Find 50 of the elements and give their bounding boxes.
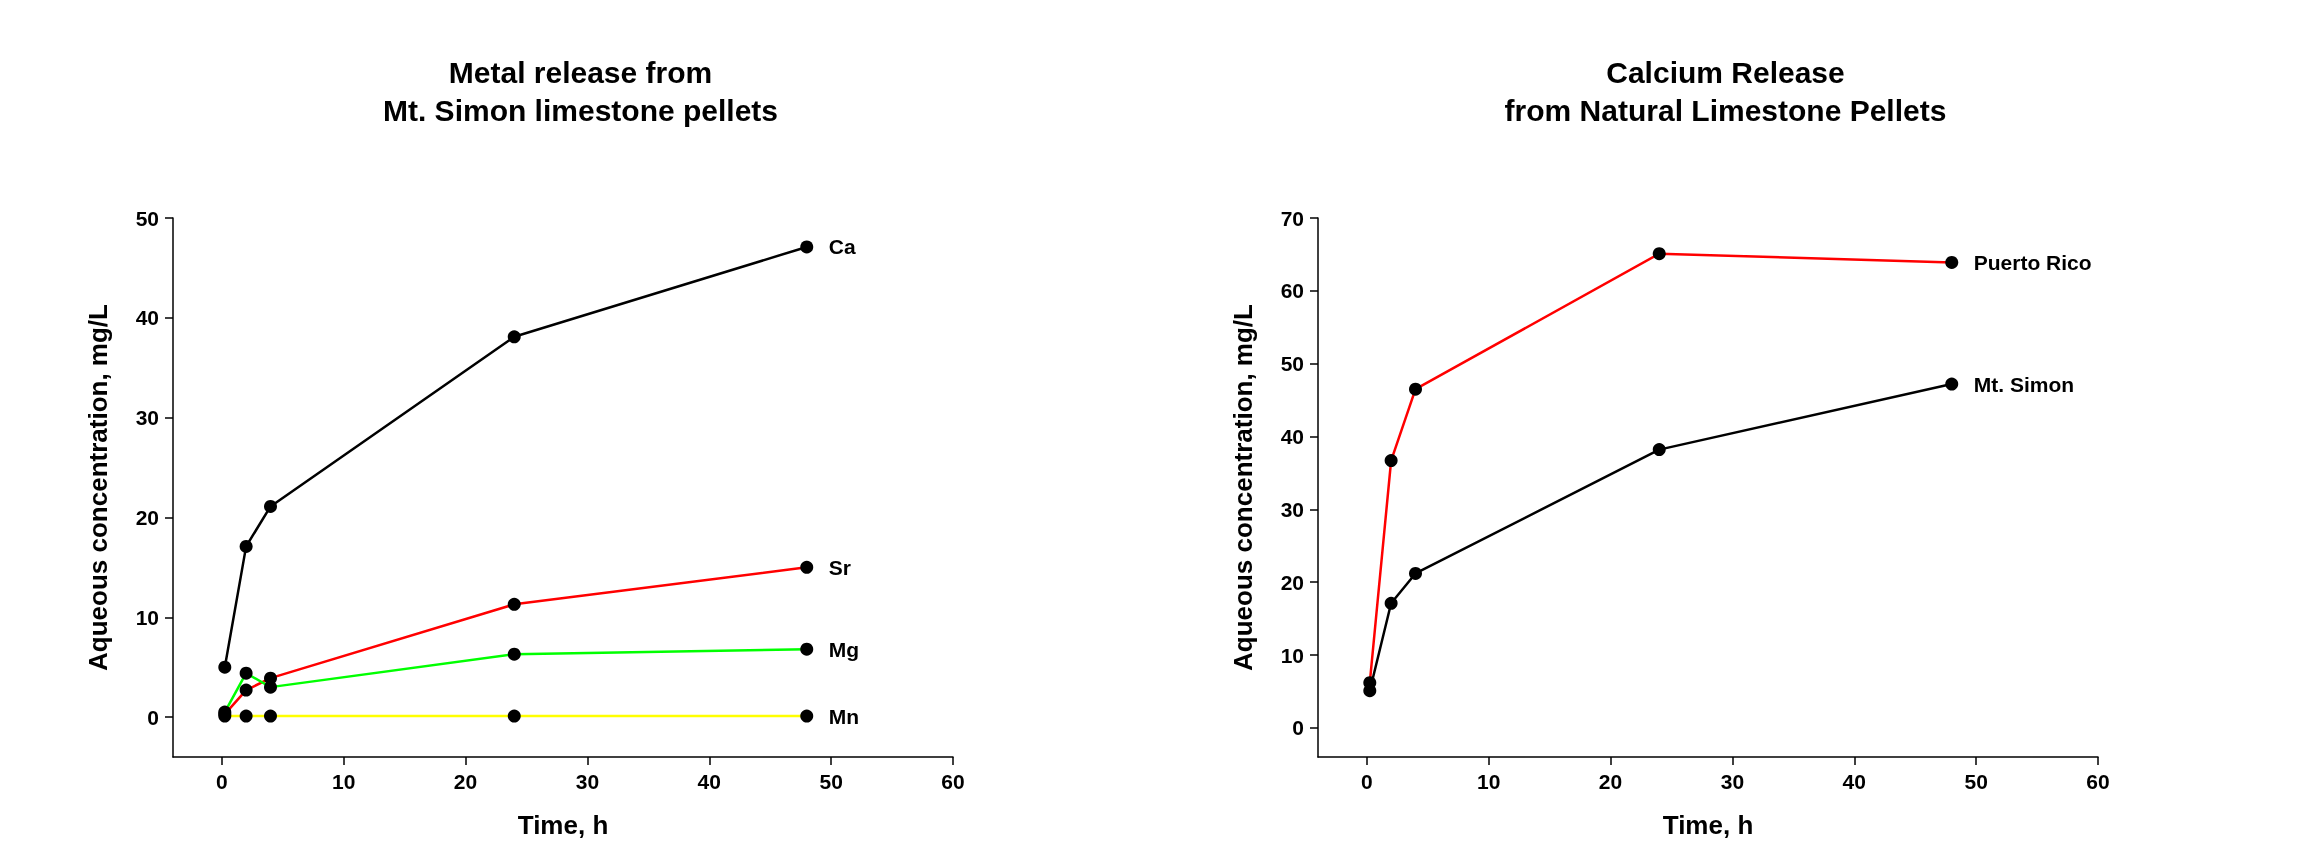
x-tick-label: 10 [1476,770,1501,793]
point [1363,684,1377,698]
y-tick-label: 60 [1280,279,1304,303]
series-label: Puerto Rico [1973,250,2092,274]
y-tick-label: 0 [1292,716,1304,740]
point [1945,377,1959,391]
point [800,240,814,254]
series-label: Ca [828,235,856,259]
chart-title: Calcium Release from Natural Limestone Pellets [1504,55,1947,127]
x-axis-title: Time, h [517,810,609,840]
y-tick-label: 0 [147,705,159,729]
y-axis-title: Aqueous concentration, mg/L [83,303,113,671]
x-tick-label: 40 [1842,770,1866,793]
chart-title: Metal release from Mt. Simon limestone pellets [382,55,779,127]
x-tick-label: 30 [575,770,600,793]
x-tick-label: 60 [2086,770,2110,793]
y-axis-title: Aqueous concentration, mg/L [1228,303,1258,671]
point [218,660,232,674]
x-tick-label: 60 [941,770,965,793]
point [239,539,253,553]
point [1409,566,1422,580]
y-tick-label: 40 [1280,425,1304,449]
series-label: Sr [828,555,851,579]
y-tick-label: 10 [1280,643,1304,667]
x-tick-label: 20 [453,770,478,793]
y-tick-label: 30 [1280,497,1304,521]
point [1652,443,1666,457]
series-label: Mt. Simon [1973,372,2075,396]
x-axis-title: Time, h [1662,810,1754,840]
x-tick-label: 0 [1360,770,1373,793]
y-tick-label: 50 [1280,352,1304,376]
series-label: Mg [828,637,860,661]
point [507,330,521,344]
x-tick-label: 50 [1964,770,1988,793]
point [1384,596,1398,610]
y-tick-label: 20 [135,505,159,529]
y-tick-label: 20 [1280,570,1304,594]
point [264,499,277,513]
y-tick-label: 40 [135,306,159,330]
x-tick-label: 0 [215,770,228,793]
series-label: Mn [828,704,860,728]
x-tick-label: 40 [697,770,721,793]
x-tick-label: 20 [1598,770,1623,793]
x-tick-label: 30 [1720,770,1745,793]
y-tick-label: 70 [1280,206,1304,230]
x-tick-label: 10 [331,770,356,793]
y-tick-label: 10 [135,605,159,629]
x-tick-label: 50 [819,770,843,793]
y-tick-label: 30 [135,406,159,430]
y-tick-label: 50 [135,206,159,230]
